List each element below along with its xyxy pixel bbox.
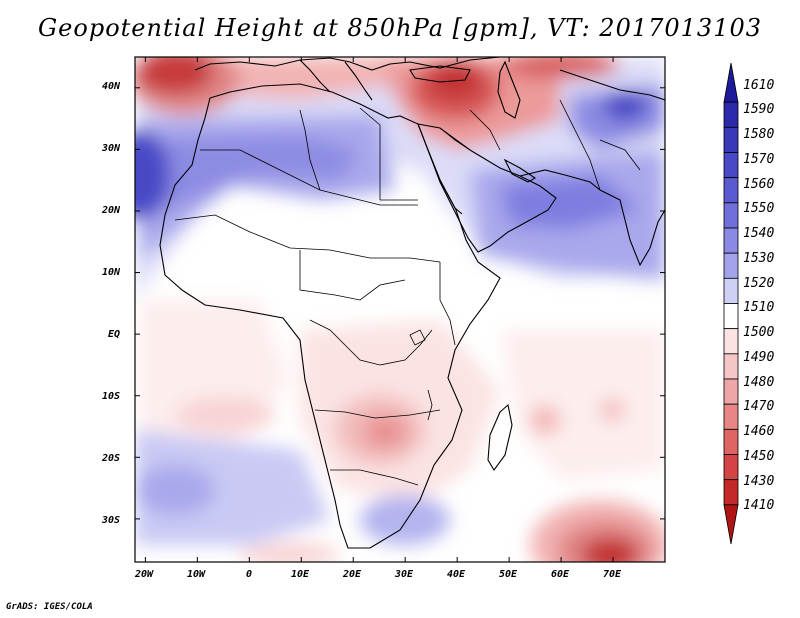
colorbar-segment [723,177,739,204]
plot-frame [134,56,666,563]
lat-tick-10N: 10N [102,267,121,278]
colorbar-label: 1510 [743,300,774,315]
coastlines [159,57,665,549]
lat-tick-10S: 10S [102,391,120,402]
lon-tick-70E: 70E [603,569,622,580]
lon-tick-20E: 20E [342,569,362,580]
colorbar-segment [723,328,739,355]
east-border [439,262,456,346]
colorbar-bottom-arrow [723,504,739,545]
caspian-coastline [497,60,521,119]
colorbar-labels: 1610 1590 1580 1570 1560 1550 1540 1530 … [743,78,774,513]
colorbar-segment [723,101,739,128]
colorbar-label: 1470 [743,399,774,414]
africa-coastline [159,83,501,549]
colorbar-label: 1450 [743,449,774,464]
black-sea-coastline [409,65,471,83]
lon-tick-40E: 40E [447,569,466,580]
central-border [299,250,406,301]
colorbar-segment [723,353,739,380]
colorbar-label: 1500 [743,325,774,340]
colorbar-segment [723,227,739,254]
lat-tick-20N: 20N [101,205,121,216]
colorbar-label: 1570 [743,152,774,167]
lake-malawi [427,389,433,421]
field-shading [135,57,665,562]
balkan-coastline [344,61,373,101]
southern-border [314,409,441,419]
country-borders [174,99,641,486]
colorbar-label: 1540 [743,226,774,241]
lon-tick-60E: 60E [551,569,570,580]
lon-tick-20W: 20W [134,569,154,580]
lat-tick-30S: 30S [101,515,120,526]
congo-border [309,319,433,366]
colorbar-segment [723,403,739,430]
footer-credit: GrADS: IGES/COLA [6,602,93,612]
asia-border [559,99,641,191]
geopotential-field [135,57,665,562]
lat-tick-40N: 40N [102,81,121,92]
colorbar-segment [723,126,739,153]
lon-tick-50E: 50E [499,569,518,580]
lake-victoria [409,329,426,346]
south-africa-border [330,469,419,486]
axis-tick-marks [135,57,665,562]
lat-tick-20S: 20S [101,453,120,464]
colorbar-segment [723,428,739,455]
europe-coastline [194,57,501,71]
lon-tick-30E: 30E [394,569,414,580]
colorbar-segment [723,479,739,506]
colorbar-label: 1610 [743,78,774,93]
colorbar-segment [723,202,739,229]
colorbar-label: 1490 [743,350,774,365]
lon-tick-0: 0 [246,569,252,580]
iran-coastline [519,169,601,191]
colorbar-segment [723,454,739,481]
colorbar-segment [723,152,739,179]
mideast-border [439,109,501,151]
colorbar-label: 1580 [743,127,774,142]
colorbar-label: 1430 [743,474,774,489]
lat-tick-EQ: EQ [108,329,120,340]
madagascar-coastline [487,403,513,471]
colorbar [723,62,739,545]
persian-gulf [503,158,537,183]
colorbar-segment [723,252,739,279]
colorbar-segment [723,277,739,304]
colorbar-label: 1460 [743,424,774,439]
india-coastline [599,189,665,267]
lon-tick-10E: 10E [291,569,310,580]
libya-border [299,107,381,200]
arabia-coastline [417,123,557,253]
colorbar-label: 1590 [743,102,774,117]
colorbar-label: 1560 [743,177,774,192]
colorbar-segment [723,378,739,405]
colorbar-label: 1530 [743,251,774,266]
red-sea [427,149,463,215]
chart-title: Geopotential Height at 850hPa [gpm], VT:… [38,14,762,42]
colorbar-segment [723,303,739,330]
colorbar-label: 1520 [743,276,774,291]
lon-tick-10W: 10W [187,569,206,580]
colorbar-label: 1550 [743,201,774,216]
italy-coastline [299,59,331,93]
lat-tick-30N: 30N [101,143,121,154]
colorbar-label: 1410 [743,498,774,513]
colorbar-label: 1480 [743,375,774,390]
east-asia-edge [559,69,665,101]
sahel-border [174,214,441,263]
colorbar-top-arrow [723,62,739,103]
